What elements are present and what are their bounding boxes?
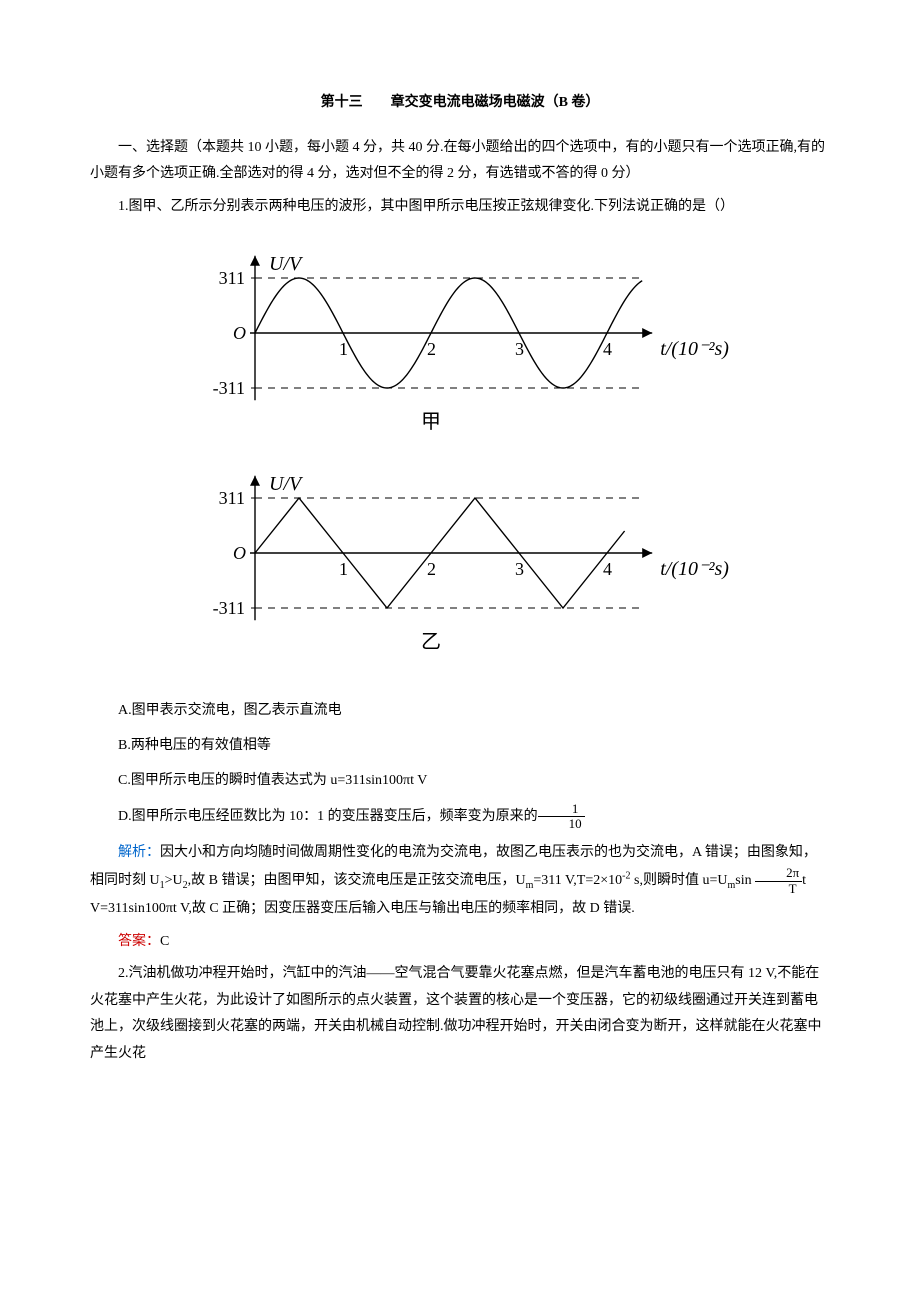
figure-jia-yi: U/V t/(10⁻²s) O 311 -311 1 2 3 4 甲 U/V t/(10⁻²s) O 3…	[90, 238, 830, 678]
frac-den-2: T	[755, 882, 802, 896]
q1-option-b: B.两种电压的有效值相等	[90, 733, 830, 760]
fraction-2pi-T: 2πT	[755, 866, 802, 896]
q1-stem: 1.图甲、乙所示分别表示两种电压的波形，其中图甲所示电压按正弦规律变化.下列法说…	[90, 194, 830, 221]
q1-answer: 答案：C	[90, 929, 830, 956]
q1-option-c: C.图甲所示电压的瞬时值表达式为 u=311sin100πt V	[90, 768, 830, 795]
frac-num: 1	[538, 802, 585, 817]
sup-exp: -2	[622, 871, 630, 882]
q1-option-d-text: D.图甲所示电压经匝数比为 10：1 的变压器变压后，频率变为原来的	[118, 809, 538, 824]
answer-value: C	[160, 934, 169, 949]
svg-text:O: O	[233, 323, 246, 343]
svg-text:U/V: U/V	[269, 473, 304, 495]
q2-stem: 2.汽油机做功冲程开始时，汽缸中的汽油——空气混合气要靠火花塞点燃，但是汽车蓄电…	[90, 961, 830, 1067]
analysis-label: 解析：	[118, 845, 160, 860]
q1-analysis: 解析：因大小和方向均随时间做周期性变化的电流为交流电，故图乙电压表示的也为交流电…	[90, 840, 830, 923]
analysis-text-3: =311 V,T=2×10	[533, 873, 622, 888]
svg-text:O: O	[233, 543, 246, 563]
chart-jia: U/V t/(10⁻²s) O 311 -311 1 2 3 4 甲	[180, 238, 740, 453]
svg-text:3: 3	[515, 559, 524, 579]
frac-num-2: 2π	[755, 866, 802, 881]
svg-text:-311: -311	[213, 598, 245, 618]
fraction-1-10: 110	[538, 802, 585, 832]
chart-yi: U/V t/(10⁻²s) O 311 -311 1 2 3 4 乙	[180, 453, 740, 678]
svg-text:4: 4	[603, 339, 612, 359]
frac-den: 10	[538, 817, 585, 831]
q1-option-a: A.图甲表示交流电，图乙表示直流电	[90, 698, 830, 725]
svg-text:1: 1	[339, 559, 348, 579]
answer-label: 答案：	[118, 934, 160, 949]
svg-text:U/V: U/V	[269, 253, 304, 275]
svg-text:3: 3	[515, 339, 524, 359]
analysis-text-5: sin	[735, 873, 755, 888]
svg-text:乙: 乙	[421, 632, 441, 654]
analysis-text-4: s,则瞬时值 u=U	[631, 873, 728, 888]
svg-text:t/(10⁻²s): t/(10⁻²s)	[660, 338, 729, 360]
chapter-title: 第十三 章交变电流电磁场电磁波（B 卷）	[90, 90, 830, 117]
q1-option-d: D.图甲所示电压经匝数比为 10：1 的变压器变压后，频率变为原来的110	[90, 802, 830, 832]
svg-text:311: 311	[219, 488, 245, 508]
svg-text:1: 1	[339, 339, 348, 359]
section-intro: 一、选择题（本题共 10 小题，每小题 4 分，共 40 分.在每小题给出的四个…	[90, 135, 830, 188]
svg-text:-311: -311	[213, 378, 245, 398]
svg-text:2: 2	[427, 339, 436, 359]
svg-text:2: 2	[427, 559, 436, 579]
svg-text:t/(10⁻²s): t/(10⁻²s)	[660, 558, 729, 580]
analysis-text-2: ,故 B 错误；由图甲知，该交流电压是正弦交流电压，U	[188, 873, 526, 888]
analysis-gt: >U	[165, 873, 183, 888]
svg-text:4: 4	[603, 559, 612, 579]
svg-text:311: 311	[219, 268, 245, 288]
svg-text:甲: 甲	[421, 412, 441, 434]
